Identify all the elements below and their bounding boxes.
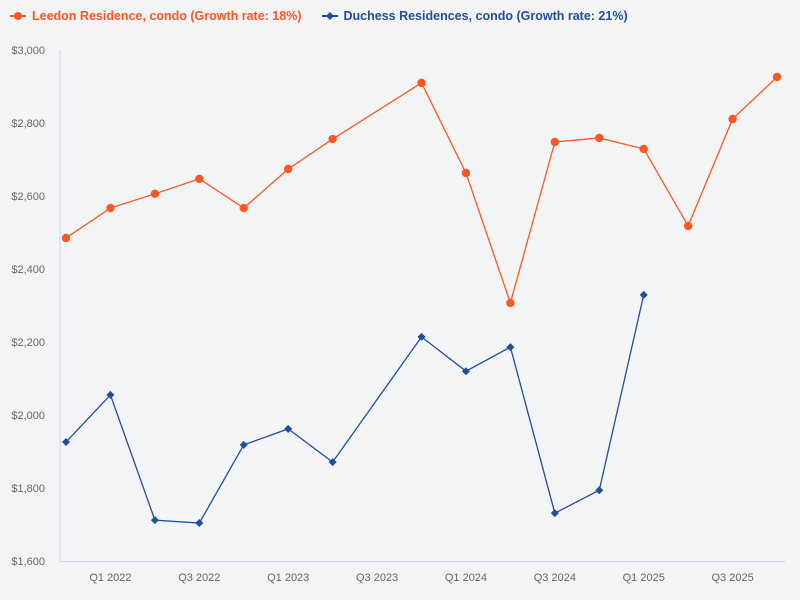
x-tick-label: Q1 2024 [445, 572, 487, 584]
data-point[interactable] [62, 438, 70, 447]
data-point[interactable] [595, 486, 604, 495]
data-point[interactable] [284, 424, 293, 433]
data-point[interactable] [239, 203, 248, 213]
y-tick-label: $2,600 [11, 191, 45, 203]
data-point[interactable] [728, 114, 737, 124]
data-point[interactable] [417, 78, 426, 88]
x-tick-label: Q3 2023 [356, 572, 398, 584]
data-point[interactable] [772, 72, 782, 82]
x-tick-label: Q1 2022 [89, 572, 131, 584]
y-tick-label: $2,800 [11, 118, 45, 130]
y-tick-label: $1,600 [11, 556, 45, 568]
data-point[interactable] [150, 516, 159, 525]
data-point[interactable] [61, 233, 71, 243]
legend-label: Duchess Residences, condo (Growth rate: … [343, 9, 628, 23]
y-tick-label: $2,400 [11, 264, 45, 276]
x-tick-label: Q3 2024 [534, 572, 576, 584]
x-tick-label: Q3 2025 [711, 572, 753, 584]
data-point[interactable] [239, 440, 248, 449]
data-point[interactable] [417, 332, 426, 341]
legend-circle-marker-icon [10, 12, 26, 20]
y-tick-label: $3,000 [11, 45, 45, 57]
data-point[interactable] [683, 221, 693, 231]
data-point[interactable] [106, 390, 115, 399]
data-point[interactable] [639, 144, 648, 154]
legend-diamond-marker-icon [321, 12, 338, 20]
x-tick-label: Q1 2025 [623, 572, 665, 584]
legend-item-duchess[interactable]: Duchess Residences, condo (Growth rate: … [321, 9, 628, 23]
y-tick-label: $1,800 [11, 483, 45, 495]
data-point[interactable] [150, 189, 160, 199]
data-point[interactable] [284, 164, 293, 174]
data-point[interactable] [461, 168, 471, 178]
data-point[interactable] [195, 174, 204, 184]
data-point[interactable] [461, 367, 470, 376]
data-point[interactable] [328, 458, 337, 467]
data-point[interactable] [550, 509, 559, 518]
x-tick-label: Q3 2022 [178, 572, 220, 584]
x-tick-label: Q1 2023 [267, 572, 309, 584]
series-line-0 [65, 76, 778, 306]
legend: Leedon Residence, condo (Growth rate: 18… [10, 9, 628, 23]
legend-item-leedon[interactable]: Leedon Residence, condo (Growth rate: 18… [10, 9, 302, 23]
data-point[interactable] [106, 203, 115, 213]
data-point[interactable] [506, 298, 515, 308]
y-tick-label: $2,000 [11, 410, 45, 422]
data-point[interactable] [506, 343, 515, 352]
y-tick-label: $2,200 [11, 337, 45, 349]
series-line-1 [65, 294, 645, 524]
data-point[interactable] [550, 137, 560, 147]
data-point[interactable] [595, 133, 604, 143]
legend-label: Leedon Residence, condo (Growth rate: 18… [32, 9, 302, 23]
data-point[interactable] [195, 519, 204, 528]
data-point[interactable] [639, 290, 648, 299]
data-point[interactable] [328, 134, 337, 144]
